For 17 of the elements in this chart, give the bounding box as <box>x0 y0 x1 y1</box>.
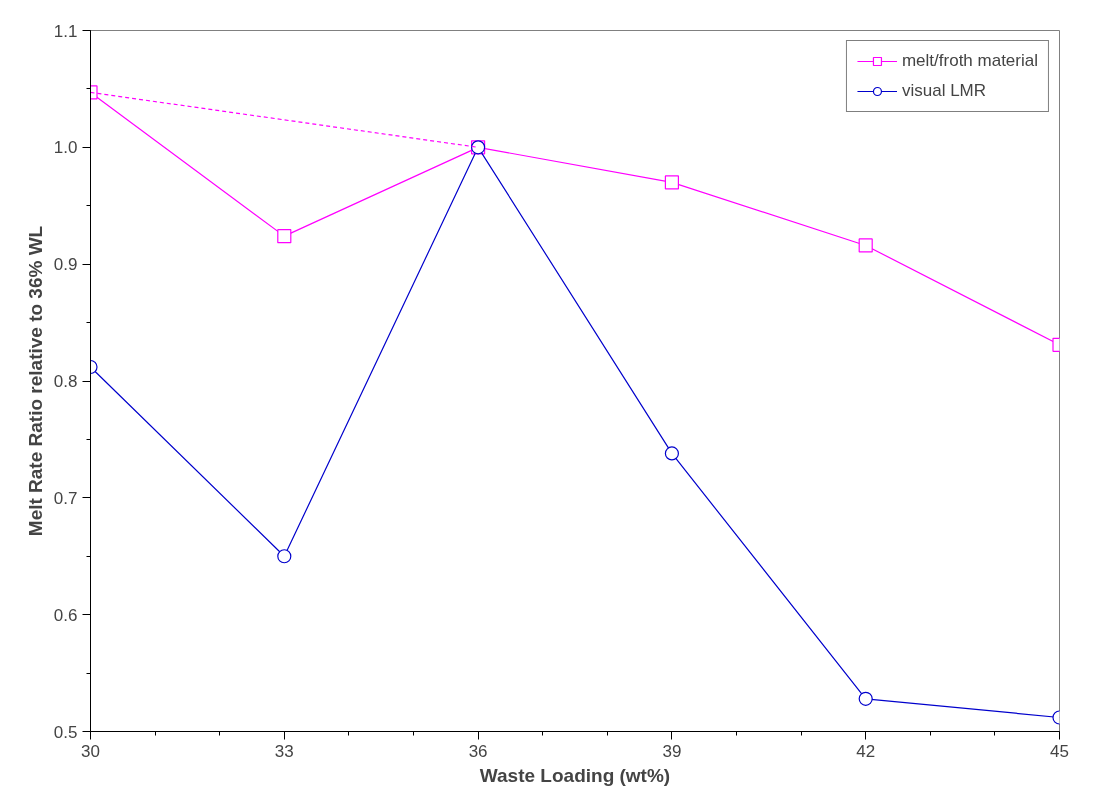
y-tick-label: 0.6 <box>53 605 78 625</box>
x-tick-label: 39 <box>662 741 682 761</box>
y-tick-label: 1.1 <box>53 21 78 41</box>
legend-label: melt/froth material <box>901 51 1038 71</box>
x-tick-label: 30 <box>81 741 100 761</box>
x-tick-label: 36 <box>468 741 488 761</box>
y-tick-label: 0.9 <box>53 255 78 275</box>
legend-label: visual LMR <box>901 81 987 101</box>
y-tick-label: 0.5 <box>53 722 78 742</box>
y-tick-label: 0.7 <box>53 488 78 508</box>
y-tick-label: 1.0 <box>53 138 78 158</box>
x-tick-label: 45 <box>1050 741 1069 761</box>
x-tick-label: 33 <box>274 741 294 761</box>
y-axis-title: Melt Rate Ratio relative to 36% WL <box>24 225 46 537</box>
x-axis-title: Waste Loading (wt%) <box>479 764 671 786</box>
y-tick-label: 0.8 <box>53 372 78 391</box>
x-tick-label: 42 <box>856 741 876 761</box>
